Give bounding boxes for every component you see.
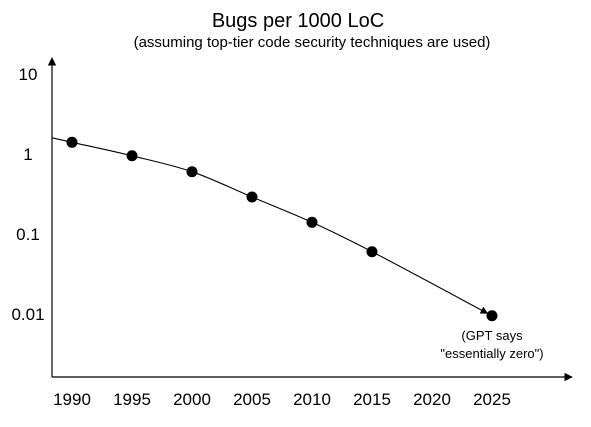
y-tick-label: 0.1 (16, 225, 40, 244)
data-point (246, 191, 258, 203)
x-tick-label: 1995 (113, 390, 151, 409)
data-point (186, 166, 198, 178)
data-points (66, 136, 498, 322)
trend-line (51, 137, 489, 314)
data-point (306, 216, 318, 228)
data-point (486, 310, 498, 322)
axes (47, 57, 573, 382)
x-tick-label: 2000 (173, 390, 211, 409)
data-point (66, 136, 78, 148)
x-tick-label: 1990 (53, 390, 91, 409)
y-tick-label: 10 (19, 65, 38, 84)
x-tick-label: 2025 (473, 390, 511, 409)
x-tick-label: 2020 (413, 390, 451, 409)
annotation-line: "essentially zero") (440, 346, 543, 361)
x-tick-label: 2010 (293, 390, 331, 409)
data-point (366, 246, 378, 258)
tick-labels: 1990 1995 2000 2005 2010 2015 2020 2025 10 1 0.1 0.… (11, 65, 510, 409)
x-tick-label: 2015 (353, 390, 391, 409)
chart-title: Bugs per 1000 LoC (212, 10, 384, 32)
y-tick-label: 1 (23, 145, 32, 164)
data-point (126, 150, 138, 162)
x-tick-label: 2005 (233, 390, 271, 409)
annotation-line: (GPT says (461, 328, 523, 343)
y-tick-label: 0.01 (11, 305, 44, 324)
annotation: (GPT says "essentially zero") (440, 328, 543, 361)
chart-subtitle: (assuming top-tier code security techniq… (134, 34, 491, 51)
